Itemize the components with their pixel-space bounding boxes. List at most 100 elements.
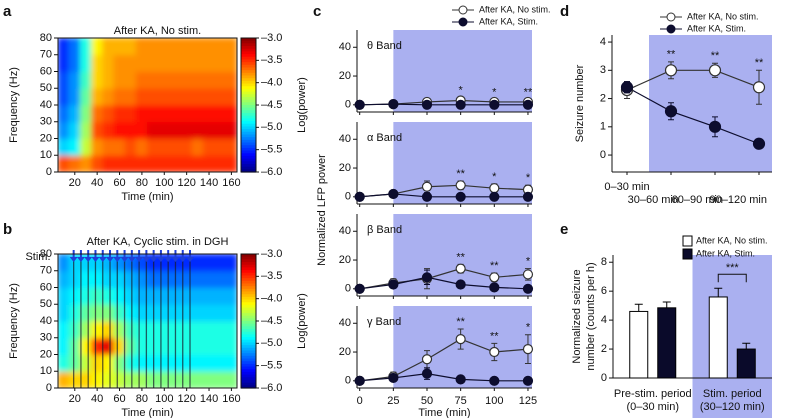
data-point <box>455 191 466 202</box>
heatmap-cell <box>169 104 182 123</box>
colorbar-swatch <box>241 78 256 82</box>
shaded-period <box>692 255 772 418</box>
heatmap-cell <box>169 154 182 172</box>
heatmap-cell <box>180 38 193 56</box>
x-tick-label: 80 <box>136 393 148 405</box>
colorbar-swatch <box>241 153 256 157</box>
colorbar-tick-label: –3.5 <box>261 54 282 66</box>
colorbar-swatch <box>241 102 256 106</box>
y-tick-label: 3 <box>600 64 606 76</box>
colorbar-tick-label: –6.0 <box>261 382 282 394</box>
colorbar-swatch <box>241 115 256 119</box>
colorbar-swatch <box>241 385 256 389</box>
heatmap-cell <box>202 337 216 355</box>
heatmap-cell <box>124 38 137 56</box>
colorbar-swatch <box>241 62 256 66</box>
colorbar-swatch <box>241 286 256 290</box>
y-tick-label: 6 <box>601 285 607 297</box>
data-point <box>489 346 500 358</box>
data-point <box>522 344 534 355</box>
y-tick-label: 30 <box>40 332 52 344</box>
heatmap-cell <box>102 320 115 339</box>
heatmap-cell <box>113 54 126 72</box>
data-point <box>522 375 534 386</box>
x-tick-label: 125 <box>519 395 537 407</box>
colorbar-swatch <box>241 302 256 306</box>
heatmap-cell <box>180 121 193 139</box>
heatmap-cell <box>202 270 216 288</box>
heatmap-clip <box>58 38 237 172</box>
significance-label: ** <box>490 260 499 272</box>
legend-label: After KA, No stim. <box>479 4 551 14</box>
x-tick-label: 90–120 min <box>710 194 768 206</box>
data-point <box>489 282 500 293</box>
heatmap-cell <box>79 354 93 372</box>
colorbar-swatch <box>241 363 256 368</box>
y-tick-label: 20 <box>339 162 351 174</box>
colorbar-swatch <box>241 75 256 79</box>
heatmap-cell <box>225 287 237 305</box>
y-axis-title: Normalized seizure <box>571 269 583 363</box>
colorbar-swatch <box>241 304 256 309</box>
bar <box>736 348 756 379</box>
series-line <box>359 193 528 198</box>
colorbar-swatch <box>241 294 256 298</box>
colorbar-swatch <box>241 369 256 373</box>
colorbar-swatch <box>241 94 256 98</box>
x-tick-label: 60–90 min <box>672 194 723 206</box>
colorbar-swatch <box>241 43 256 47</box>
colorbar-swatch <box>241 46 256 50</box>
heatmap-cell <box>124 154 137 172</box>
stim-arrow <box>135 250 144 262</box>
heatmap-cell <box>113 121 126 139</box>
data-point <box>354 99 365 110</box>
heatmap-cell <box>124 54 137 72</box>
heatmap-cell <box>214 104 227 123</box>
stim-arrow <box>156 250 165 262</box>
heatmap-cell <box>147 154 160 172</box>
heatmap-cell <box>191 354 204 372</box>
stim-arrow <box>164 250 173 262</box>
x-tick-label: Stim. period <box>703 388 762 400</box>
heatmap-cell <box>91 354 104 372</box>
data-point <box>664 64 678 77</box>
heatmap-cell <box>58 54 70 72</box>
heatmap-cell <box>214 138 227 156</box>
heatmap-cell <box>91 38 104 56</box>
x-tick-label: 140 <box>200 393 218 405</box>
colorbar-swatch <box>241 70 256 74</box>
y-tick-label: 50 <box>40 82 52 94</box>
significance-label: * <box>526 322 531 334</box>
colorbar-swatch <box>241 59 256 63</box>
heatmap-cell <box>158 104 171 123</box>
heatmap-cell <box>124 270 137 288</box>
y-tick-label: 70 <box>40 49 52 61</box>
panel-letter: e <box>560 221 568 238</box>
heatmap-cell <box>202 303 216 322</box>
colorbar-swatch <box>241 377 256 381</box>
colorbar-swatch <box>241 54 256 58</box>
colorbar-swatch <box>241 283 256 287</box>
legend-label: After KA, Stim. <box>696 248 755 258</box>
heatmap-cell <box>91 121 104 139</box>
heatmap-cell <box>191 71 204 89</box>
data-point <box>522 269 534 280</box>
heatmap-cell <box>79 154 93 172</box>
heatmap-cell <box>180 154 193 172</box>
data-point <box>455 99 466 110</box>
heatmap-cell <box>79 337 93 355</box>
heatmap-cell <box>225 138 237 156</box>
data-point <box>489 191 500 202</box>
data-point <box>421 368 433 379</box>
data-point <box>455 263 466 274</box>
y-tick-label: 0 <box>601 372 607 384</box>
heatmap-cell <box>214 121 227 139</box>
legend-label: After KA, No stim. <box>687 11 759 21</box>
heatmap-cell <box>214 54 227 72</box>
heatmap-cell <box>113 38 126 56</box>
heatmap-cell <box>91 87 104 106</box>
heatmap-cell <box>68 121 81 139</box>
data-point <box>489 183 500 194</box>
data-point <box>421 99 433 110</box>
legend-swatch <box>682 248 693 260</box>
